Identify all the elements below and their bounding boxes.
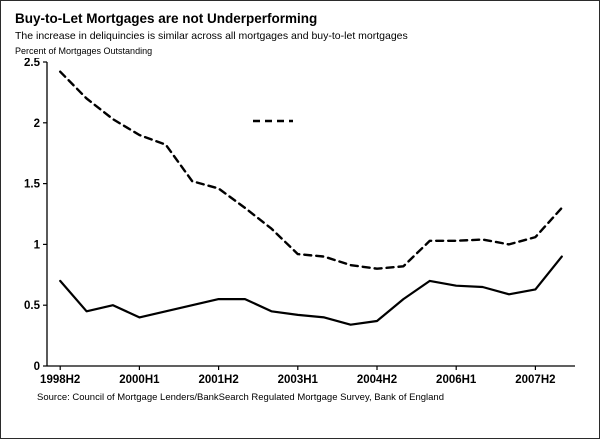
svg-text:0.5: 0.5 <box>24 300 41 312</box>
source-note: Source: Council of Mortgage Lenders/Bank… <box>37 392 444 403</box>
svg-text:2007H2: 2007H2 <box>515 374 555 386</box>
svg-text:2.5: 2.5 <box>24 58 41 69</box>
legend: All Mortgages Buy-To-Let Mortgages <box>253 116 599 438</box>
svg-text:2000H1: 2000H1 <box>119 374 160 386</box>
chart-subtitle: The increase in deliquincies is similar … <box>15 30 408 42</box>
chart-title: Buy-to-Let Mortgages are not Underperfor… <box>15 11 318 26</box>
y-axis-unit-label: Percent of Mortgages Outstanding <box>15 46 153 56</box>
svg-text:2001H2: 2001H2 <box>198 374 238 386</box>
svg-text:1998H2: 1998H2 <box>40 374 80 386</box>
svg-text:2: 2 <box>34 118 40 130</box>
svg-text:2006H1: 2006H1 <box>436 374 477 386</box>
legend-item-all-mortgages: All Mortgages <box>253 116 599 438</box>
dashed-line-sample-icon <box>253 119 293 123</box>
svg-text:1.5: 1.5 <box>24 179 41 191</box>
line-chart: 0 0.5 1 1.5 2 2.5 1998H2 2000H1 2001H2 2003H1 2004… <box>24 58 575 386</box>
svg-text:2003H1: 2003H1 <box>278 374 319 386</box>
svg-text:2004H2: 2004H2 <box>357 374 397 386</box>
svg-text:0: 0 <box>34 361 40 373</box>
svg-text:1: 1 <box>34 239 41 251</box>
plot-area: 0 0.5 1 1.5 2 2.5 1998H2 2000H1 2001H2 2003H1 2004… <box>15 58 589 390</box>
